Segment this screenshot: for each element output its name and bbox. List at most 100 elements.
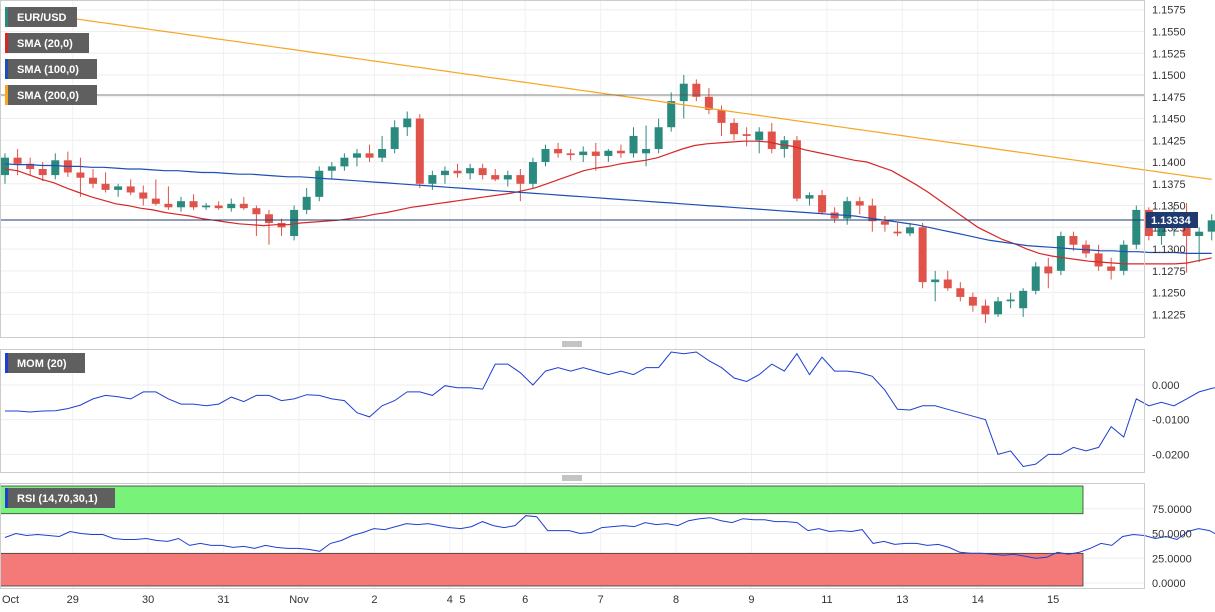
candle-body	[818, 195, 827, 213]
candle-body	[478, 168, 487, 176]
candle-body	[1031, 266, 1040, 291]
candle-body	[792, 140, 801, 199]
candles	[1, 75, 1215, 324]
legend-item: RSI (14,70,30,1)	[5, 488, 115, 508]
candle-body	[1107, 266, 1116, 271]
candle-body	[755, 131, 764, 141]
price-tick-label: 1.1350	[1152, 201, 1186, 213]
candle-body	[1207, 220, 1215, 232]
candle-body	[642, 148, 651, 154]
candle-body	[767, 131, 776, 149]
candle-body	[428, 175, 437, 184]
legend-bg	[5, 33, 89, 53]
mom-panel	[0, 349, 1145, 472]
candle-body	[491, 175, 500, 180]
candle-body	[616, 150, 625, 154]
y-axis-labels: 1.12251.12501.12751.13001.13251.13501.13…	[1152, 5, 1192, 590]
candle-body	[717, 109, 726, 123]
candle-body	[968, 296, 977, 306]
price-tick-label: 1.1500	[1152, 70, 1186, 82]
legend-bg	[5, 353, 85, 373]
candle-body	[214, 205, 223, 209]
candle-body	[1119, 244, 1128, 271]
price-tick-label: 1.1400	[1152, 157, 1186, 169]
candle-body	[1195, 231, 1204, 237]
candle-body	[453, 170, 462, 174]
candle-body	[51, 160, 60, 176]
legend-color-swatch	[5, 33, 8, 53]
legends: EUR/USD SMA (20,0) SMA (100,0) SMA (200,0) M…	[5, 7, 115, 508]
candle-body	[579, 151, 588, 156]
candle-body	[302, 196, 311, 210]
candle-body	[1006, 299, 1015, 302]
candle-body	[327, 166, 336, 171]
legend-item: SMA (100,0)	[5, 59, 97, 79]
price-tick-label: 1.1425	[1152, 135, 1186, 147]
candle-body	[466, 168, 475, 174]
candle-body	[893, 231, 902, 234]
legend-label: EUR/USD	[17, 12, 67, 24]
candle-body	[704, 96, 713, 110]
price-tick-label: 1.1450	[1152, 114, 1186, 126]
x-tick-label: 6	[522, 594, 528, 606]
sma-100-line	[4, 163, 1212, 254]
legend-label: SMA (200,0)	[17, 90, 79, 102]
price-panel	[0, 0, 1145, 337]
candle-body	[1094, 253, 1103, 267]
candle-body	[629, 135, 638, 154]
candle-body	[843, 201, 852, 219]
candle-body	[566, 153, 575, 156]
candle-body	[352, 153, 361, 158]
candle-body	[855, 201, 864, 206]
candle-body	[868, 205, 877, 222]
candle-body	[742, 134, 751, 136]
legend-color-swatch	[5, 59, 8, 79]
candle-body	[1044, 266, 1053, 274]
candle-body	[830, 212, 839, 219]
candle-body	[164, 203, 173, 208]
candle-body	[981, 305, 990, 315]
candle-body	[264, 214, 273, 223]
x-tick-label: 31	[217, 594, 229, 606]
x-axis-labels: Oct 29 30 31 Nov 2 4 5 6 7 8 9 11 13 14 15	[2, 594, 1059, 606]
rsi-overbought-zone	[0, 485, 1084, 515]
candle-body	[390, 127, 399, 149]
candle-body	[805, 195, 814, 199]
candle-body	[541, 148, 550, 163]
legend-item: SMA (200,0)	[5, 85, 97, 105]
mom-tick-label: 0.000	[1152, 380, 1180, 392]
candle-body	[365, 153, 374, 158]
price-tick-label: 1.1275	[1152, 266, 1186, 278]
candle-body	[340, 157, 349, 167]
price-tick-label: 1.1550	[1152, 26, 1186, 38]
price-tick-label: 1.1475	[1152, 92, 1186, 104]
legend-bg	[5, 7, 77, 27]
candle-body	[13, 157, 22, 164]
candle-body	[1069, 236, 1078, 245]
legend-color-swatch	[5, 7, 8, 27]
candle-body	[76, 172, 85, 178]
x-tick-label: Oct	[2, 594, 19, 606]
rsi-oversold-zone	[0, 552, 1084, 587]
x-tick-label: 15	[1047, 594, 1059, 606]
candle-body	[227, 203, 236, 209]
candle-body	[918, 227, 927, 283]
x-tick-label: 2	[371, 594, 377, 606]
candle-body	[931, 279, 940, 283]
candle-body	[554, 148, 563, 154]
legend-color-swatch	[5, 85, 8, 105]
candle-body	[1132, 209, 1141, 245]
x-tick-label: 7	[598, 594, 604, 606]
candle-body	[503, 175, 512, 180]
x-tick-label: Nov	[289, 594, 309, 606]
rsi-line	[4, 515, 1215, 559]
last-price-value: 1.13334	[1151, 215, 1192, 227]
mom-tick-label: -0.0100	[1152, 415, 1189, 427]
x-tick-label: 14	[972, 594, 984, 606]
panel-splitter-handles[interactable]	[562, 341, 582, 481]
candle-body	[1082, 244, 1091, 254]
candle-body	[880, 221, 889, 225]
candle-body	[252, 208, 261, 215]
sma-20-line	[4, 140, 1212, 265]
x-tick-label: 30	[142, 594, 154, 606]
